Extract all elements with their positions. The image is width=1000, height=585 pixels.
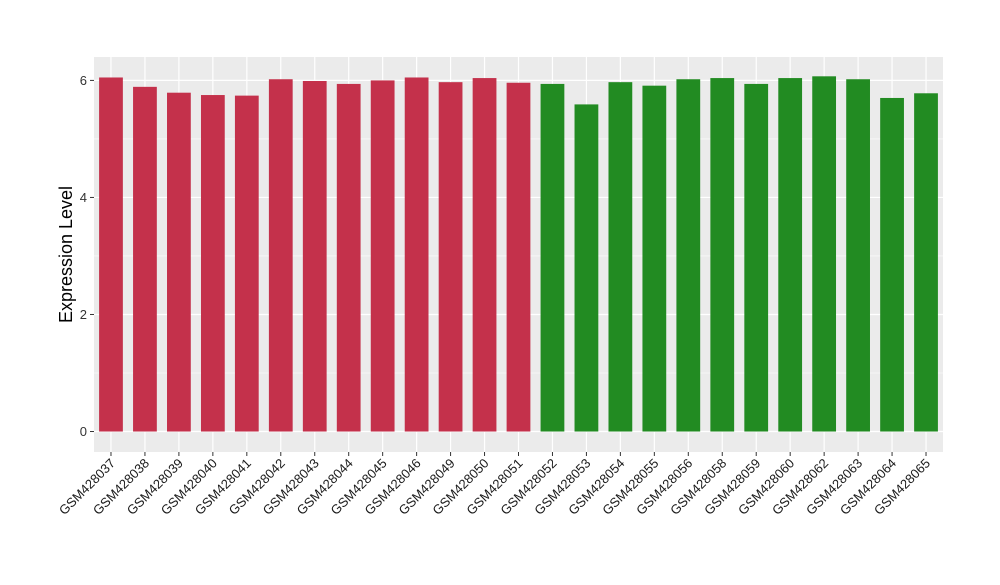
bar-GSM428054 [608,82,633,432]
bar-GSM428049 [438,82,463,432]
bar-GSM428062 [812,76,837,432]
y-tick-label: 4 [80,190,87,205]
y-tick-label: 6 [80,73,87,88]
bar-GSM428050 [472,78,497,432]
bars [99,76,938,432]
bar-GSM428051 [506,82,531,432]
bar-GSM428045 [370,80,395,432]
bar-GSM428041 [234,95,259,432]
y-axis-title: Expression Level [56,186,76,323]
bar-GSM428044 [336,83,361,432]
bar-GSM428056 [676,79,701,432]
bar-GSM428052 [540,83,565,432]
bar-GSM428039 [167,92,191,432]
bar-GSM428060 [778,78,803,432]
y-axis: 0 2 4 6 [80,73,94,439]
bar-GSM428064 [880,97,904,432]
bar-GSM428040 [200,95,225,432]
bar-GSM428053 [574,104,599,432]
bar-GSM428038 [133,86,157,432]
bar-GSM428058 [710,78,735,432]
bar-GSM428065 [914,93,938,432]
y-tick-label: 0 [80,424,87,439]
bar-GSM428059 [744,83,769,432]
y-tick-label: 2 [80,307,87,322]
x-axis: GSM428037GSM428038GSM428039GSM428040GSM4… [56,452,933,518]
bar-GSM428042 [268,79,293,432]
bar-GSM428055 [642,85,667,432]
bar-GSM428063 [846,79,870,432]
bar-GSM428037 [99,77,123,432]
bar-GSM428046 [404,77,429,432]
bar-GSM428043 [302,80,327,432]
